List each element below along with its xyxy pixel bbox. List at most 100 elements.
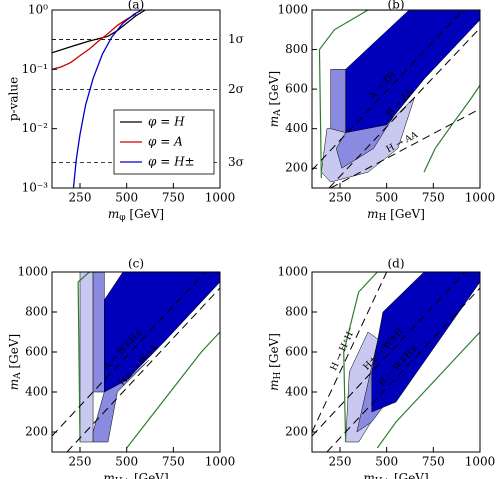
axis-label: mH [GeV] — [367, 207, 425, 223]
region — [79, 272, 94, 443]
y-tick-label: 600 — [285, 82, 308, 96]
region — [345, 10, 480, 133]
x-tick-label: 250 — [329, 191, 352, 205]
y-tick-label: 800 — [285, 42, 308, 56]
plot-frame — [311, 271, 481, 453]
axis-label-sub: φ — [119, 213, 125, 223]
panel-title: (a) — [128, 0, 145, 12]
axis-label-unit: [GeV] — [267, 333, 281, 372]
y-tick-label: 1000 — [277, 265, 308, 279]
x-tick-label: 1000 — [465, 455, 496, 469]
axis-label-symbol: m — [7, 379, 21, 390]
x-tick-label: 750 — [422, 455, 445, 469]
plot-frame — [51, 9, 221, 189]
x-tick-label: 1000 — [205, 455, 236, 469]
y-tick-label: 800 — [25, 305, 48, 319]
y-tick-label: 200 — [25, 425, 48, 439]
axis-label-symbol: m — [267, 116, 281, 127]
sigma-label: 2σ — [228, 82, 244, 96]
region — [371, 272, 480, 413]
axis-label-unit: [GeV] — [390, 471, 429, 479]
axis-label-sub: A — [273, 109, 283, 117]
axis-label-symbol: m — [108, 207, 119, 221]
sigma-label: 1σ — [228, 32, 244, 46]
x-tick-label: 750 — [162, 455, 185, 469]
y-tick-label: 1000 — [277, 3, 308, 17]
threshold-line — [326, 287, 480, 452]
threshold-line — [312, 10, 464, 171]
legend: φ = H φ = A φ = H± — [113, 109, 215, 175]
contour — [376, 331, 480, 449]
contour — [343, 272, 424, 443]
y-tick-label: 1000 — [17, 265, 48, 279]
threshold-line — [52, 272, 206, 437]
x-tick-label: 500 — [375, 191, 398, 205]
y-tick-label: 10⁻¹ — [22, 62, 48, 76]
y-tick-label: 200 — [285, 161, 308, 175]
y-tick-label: 10⁻² — [22, 121, 49, 135]
axis-label-unit: [GeV] — [386, 207, 425, 221]
legend-label: φ = H — [148, 115, 185, 129]
x-tick-label: 750 — [162, 191, 185, 205]
axis-label-sub: H± — [115, 477, 130, 479]
threshold-line — [312, 272, 466, 437]
series-line — [52, 13, 137, 70]
y-tick-label: 400 — [285, 385, 308, 399]
axis-label: p-value — [7, 77, 21, 121]
axis-label-sub: H — [273, 372, 283, 380]
series-line — [72, 10, 142, 188]
panel-title: (d) — [387, 257, 404, 271]
contour — [318, 10, 480, 179]
plot-area: A → W∓H±H± → W±A — [52, 272, 220, 452]
axis-label-unit: [GeV] — [267, 71, 281, 110]
contour — [77, 272, 105, 443]
threshold-line — [66, 287, 220, 452]
panel-title: (b) — [387, 0, 404, 12]
x-tick-label: 250 — [329, 455, 352, 469]
y-tick-label: 600 — [25, 345, 48, 359]
x-tick-label: 1000 — [465, 191, 496, 205]
threshold-line — [312, 272, 388, 433]
legend-label: φ = H± — [148, 155, 195, 169]
axis-label-unit: [GeV] — [126, 207, 165, 221]
axis-label: mA [GeV] — [267, 71, 283, 127]
y-tick-label: 800 — [285, 305, 308, 319]
contour — [423, 84, 480, 173]
x-tick-label: 500 — [115, 455, 138, 469]
axis-label-sub: H± — [375, 477, 390, 479]
axis-label: mH± [GeV] — [103, 471, 168, 479]
y-tick-label: 400 — [25, 385, 48, 399]
x-tick-label: 250 — [69, 455, 92, 469]
x-tick-label: 250 — [69, 191, 92, 205]
plot-frame — [311, 9, 481, 189]
axis-label-sub: H — [379, 213, 387, 223]
contour — [126, 331, 220, 449]
plot-frame — [51, 271, 221, 453]
axis-label-sub: A — [13, 372, 23, 380]
x-tick-label: 500 — [115, 191, 138, 205]
axis-label-symbol: m — [363, 471, 374, 479]
axis-label: mA [GeV] — [7, 334, 23, 390]
axis-label-unit: [GeV] — [7, 334, 21, 373]
y-tick-label: 10⁻³ — [22, 181, 49, 195]
threshold-line — [330, 108, 480, 188]
axis-label-symbol: m — [367, 207, 378, 221]
region — [104, 272, 220, 393]
threshold-line — [328, 27, 480, 188]
plot-area: H± → W±HH → W∓H±H → H⁺H⁻ — [312, 272, 480, 452]
x-tick-label: 1000 — [205, 191, 236, 205]
axis-label-symbol: m — [267, 380, 281, 391]
legend-label: φ = A — [148, 135, 183, 149]
x-tick-label: 500 — [375, 455, 398, 469]
panel-title: (c) — [128, 257, 144, 271]
plot-area: A → ZHH → ZAH → AA — [312, 10, 480, 188]
axis-label-symbol: m — [103, 471, 114, 479]
sigma-label: 3σ — [228, 155, 244, 169]
region — [330, 69, 346, 133]
series-line — [52, 10, 146, 54]
axis-label-unit: [GeV] — [130, 471, 169, 479]
x-tick-label: 750 — [422, 191, 445, 205]
y-tick-label: 400 — [285, 121, 308, 135]
y-tick-label: 600 — [285, 345, 308, 359]
